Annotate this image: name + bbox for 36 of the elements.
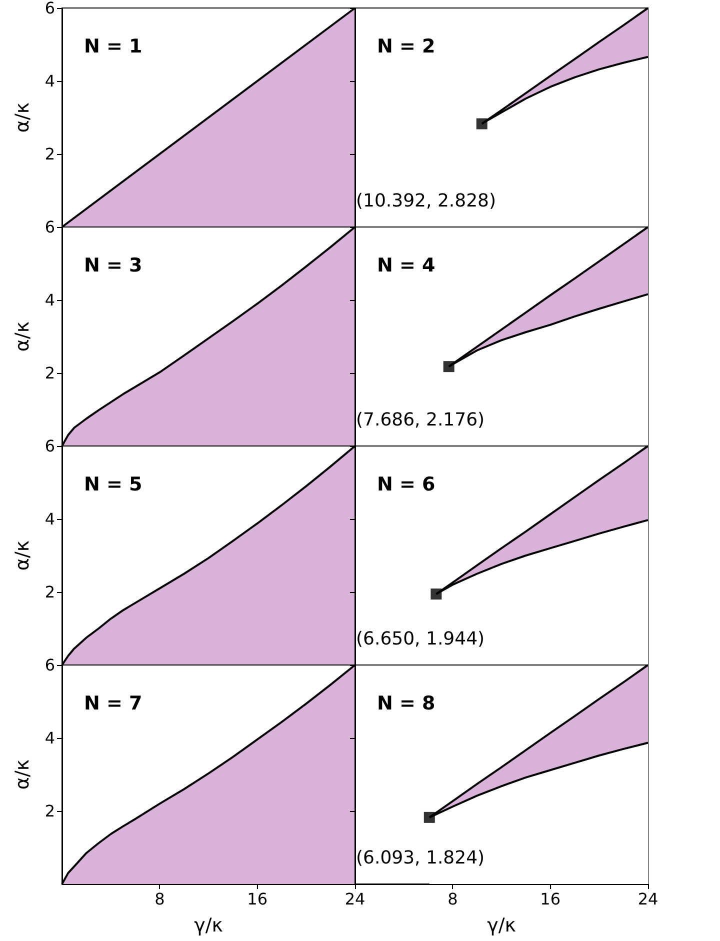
y-tick-label: 6 (44, 218, 55, 236)
text: N = 2 (377, 36, 436, 58)
text: N = 6 (377, 474, 436, 496)
text: N = 4 (377, 254, 436, 276)
y-tick-label: 2 (44, 802, 55, 820)
y-tick-label: 2 (44, 582, 55, 602)
annotation: (10.392, 2.828) (356, 190, 496, 212)
x-tick-label: 8 (448, 890, 458, 908)
y-axis-title: α/κ (12, 540, 34, 571)
text: N = 5 (84, 474, 142, 496)
x-tick-label: 8 (154, 890, 165, 908)
y-axis-title: α/κ (12, 102, 34, 133)
y-tick-label: 4 (44, 72, 55, 90)
text: N = 8 (377, 692, 436, 714)
y-tick-label: 6 (44, 656, 55, 674)
annotation: (6.650, 1.944) (356, 628, 485, 650)
y-tick-label: 2 (44, 144, 55, 164)
y-tick-label: 6 (44, 436, 55, 456)
y-tick-label: 4 (44, 728, 55, 748)
text: N = 3 (84, 254, 142, 276)
y-tick-label: 4 (44, 290, 55, 310)
x-axis-title: γ/κ (194, 914, 223, 936)
annotation: (7.686, 2.176) (356, 410, 485, 430)
x-tick-label: 24 (344, 890, 366, 908)
y-tick-label: 4 (44, 510, 55, 528)
annotation: (6.093, 1.824) (356, 848, 485, 868)
y-tick-label: 2 (44, 364, 55, 382)
text: N = 7 (84, 692, 142, 714)
text: N = 1 (84, 36, 142, 58)
x-tick-label: 16 (540, 890, 561, 908)
x-tick-label: 16 (247, 890, 268, 908)
y-axis-title: α/κ (12, 759, 34, 790)
y-axis-title: α/κ (12, 321, 34, 352)
y-tick-label: 6 (44, 0, 55, 18)
x-axis-title: γ/κ (487, 914, 516, 936)
x-tick-label: 24 (638, 890, 658, 908)
